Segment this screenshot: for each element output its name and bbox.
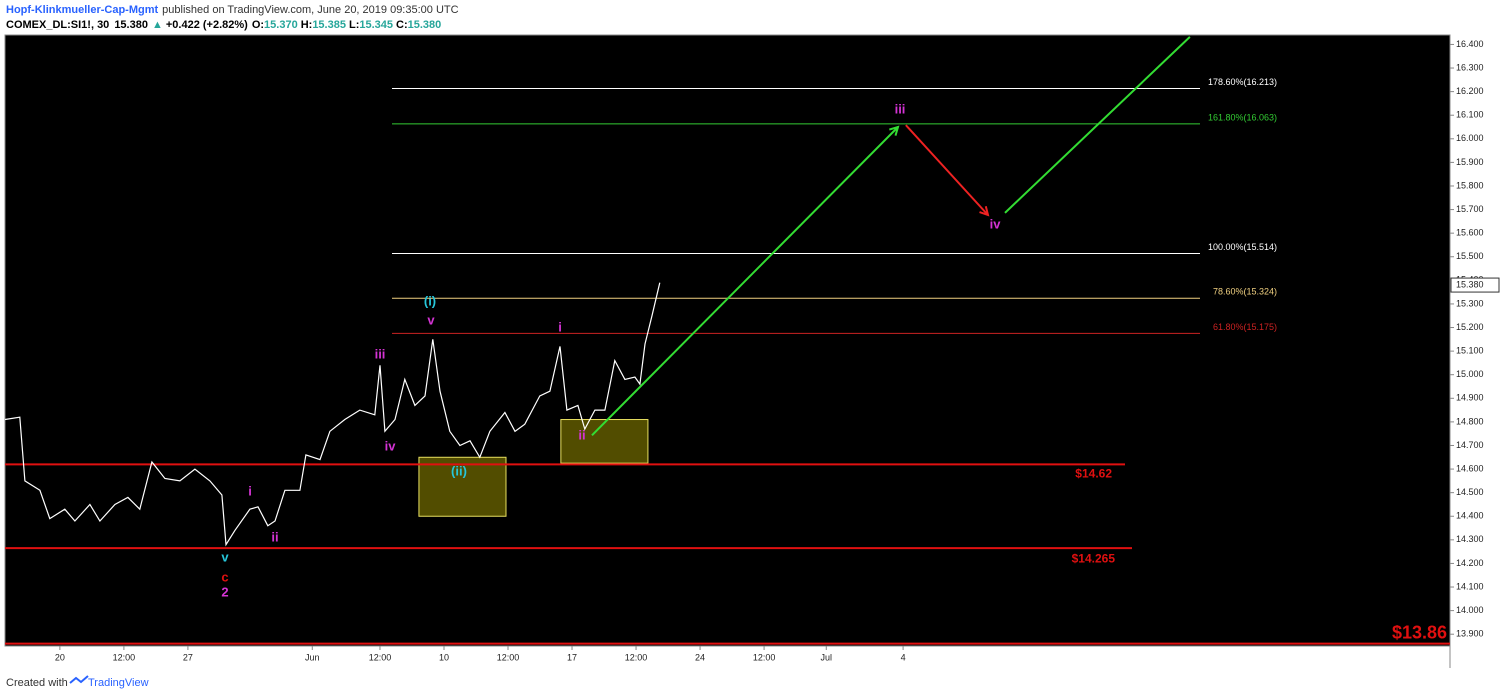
wave-label: iii [895,101,906,116]
x-tick-label: 27 [183,652,193,662]
y-tick-label: 15.500 [1456,251,1484,261]
high: 15.385 [312,19,346,31]
wave-label: iii [375,346,386,361]
x-tick-label: 4 [901,652,906,662]
x-tick-label: 24 [695,652,705,662]
support-label: $14.265 [1072,551,1116,565]
header-line: Hopf-Klinkmueller-Cap-Mgmt published on T… [6,4,459,16]
y-tick-label: 15.700 [1456,204,1484,214]
y-tick-label: 14.000 [1456,605,1484,615]
last-price-label: 15.380 [1456,279,1484,289]
zone-box [560,419,649,464]
fib-label: 161.80%(16.063) [1208,112,1277,122]
x-tick-label: 12:00 [369,652,392,662]
close: 15.380 [408,19,442,31]
low: 15.345 [359,19,393,31]
x-tick-label: 12:00 [497,652,520,662]
price-line [4,282,661,547]
y-tick-label: 14.500 [1456,487,1484,497]
wave-label: iv [990,216,1002,231]
x-tick-label: Jul [821,652,833,662]
y-tick-label: 13.900 [1456,629,1484,639]
y-tick-label: 15.100 [1456,345,1484,355]
x-tick-label: 12:00 [625,652,648,662]
x-tick-label: Jun [305,652,320,662]
footer: Created with TradingView [6,675,149,689]
wave-label: (ii) [451,463,467,478]
x-tick-label: 12:00 [113,652,136,662]
y-tick-label: 14.900 [1456,393,1484,403]
y-tick-label: 16.300 [1456,62,1484,72]
y-tick-label: 15.000 [1456,369,1484,379]
projection-arrow [905,124,989,216]
arrow-head [889,125,900,136]
y-tick-label: 15.200 [1456,322,1484,332]
projection-arrow [1004,36,1191,214]
arrow-head [979,206,990,217]
symbol: COMEX_DL:SI1!, 30 [6,19,109,31]
support-label: $13.86 [1392,622,1447,642]
y-tick-label: 14.800 [1456,416,1484,426]
o-label: O: [252,19,264,31]
y-tick-label: 14.700 [1456,440,1484,450]
wave-label: 2 [221,584,228,599]
y-tick-label: 16.400 [1456,39,1484,49]
h-label: H: [301,19,313,31]
y-tick-label: 14.200 [1456,558,1484,568]
footer-brand: TradingView [88,677,149,689]
wave-label: iv [385,438,397,453]
fib-label: 178.60%(16.213) [1208,77,1277,87]
wave-label: v [221,549,229,564]
change: +0.422 (+2.82%) [166,19,248,31]
wave-label: ii [271,529,278,544]
fib-label: 100.00%(15.514) [1208,242,1277,252]
l-label: L: [349,19,359,31]
y-tick-label: 15.600 [1456,228,1484,238]
last: 15.380 [114,19,148,31]
wave-label: (i) [424,293,436,308]
support-label: $14.62 [1075,467,1112,481]
y-tick-label: 14.600 [1456,463,1484,473]
arrow: ▲ [152,19,163,31]
wave-label: i [558,319,562,334]
zone-box [418,456,507,517]
wave-label: ii [578,427,585,442]
y-tick-label: 16.000 [1456,133,1484,143]
y-tick-label: 14.100 [1456,581,1484,591]
y-tick-label: 16.200 [1456,86,1484,96]
footer-created: Created with [6,677,68,689]
symbol-line: COMEX_DL:SI1!, 30 15.380 ▲ +0.422 (+2.82%) O… [6,19,441,31]
y-tick-label: 14.400 [1456,511,1484,521]
author: Hopf-Klinkmueller-Cap-Mgmt [6,4,159,16]
published: published on TradingView.com, June 20, 2… [162,4,458,16]
wave-label: c [221,569,228,584]
projection-arrow [591,126,899,437]
last-price-tag [1450,277,1500,293]
wave-label: i [248,483,252,498]
x-tick-label: 20 [55,652,65,662]
x-tick-label: 17 [567,652,577,662]
plot-area [4,34,1451,647]
y-tick-label: 14.300 [1456,534,1484,544]
x-tick-label: 10 [439,652,449,662]
y-tick-label: 15.900 [1456,157,1484,167]
x-tick-label: 12:00 [753,652,776,662]
logo [69,675,89,684]
y-tick-label: 16.100 [1456,110,1484,120]
wave-label: v [427,312,435,327]
open: 15.370 [264,19,298,31]
fib-label: 61.80%(15.175) [1213,322,1277,332]
y-tick-label: 15.800 [1456,180,1484,190]
y-tick-label: 15.300 [1456,298,1484,308]
fib-label: 78.60%(15.324) [1213,287,1277,297]
c-label: C: [396,19,408,31]
